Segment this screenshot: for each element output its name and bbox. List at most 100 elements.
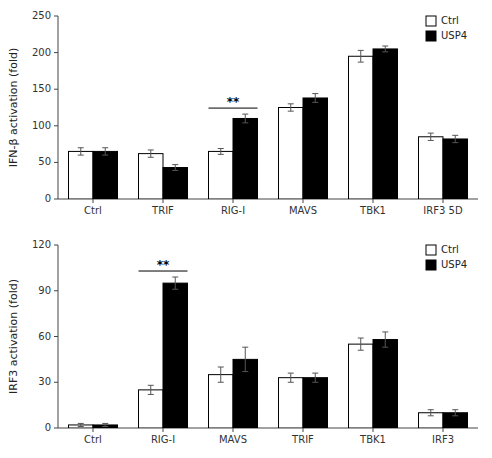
error-cap [358,350,364,351]
error-line [360,338,361,350]
y-tick [54,290,58,291]
x-tick-label: RIG-I [151,434,175,445]
error-bar [358,338,364,350]
y-tick [54,52,58,53]
error-line [175,165,176,171]
error-bar [288,104,294,111]
error-cap [148,157,154,158]
error-cap [102,155,108,156]
error-cap [242,371,248,372]
error-cap [428,140,434,141]
error-cap [358,338,364,339]
error-bar [288,373,294,382]
bar [443,139,468,199]
error-cap [218,148,224,149]
error-bar [102,423,108,426]
error-line [455,135,456,142]
y-tick [54,336,58,337]
error-line [245,347,246,371]
marks [69,277,468,428]
bar [419,137,444,199]
x-tick-label: MAVS [219,434,247,445]
y-tick [54,125,58,126]
bar [373,340,398,428]
error-cap [218,367,224,368]
x-tick [163,199,164,203]
error-line [290,373,291,382]
error-bar [312,373,318,382]
error-cap [312,102,318,103]
error-line [220,148,221,154]
error-cap [102,147,108,148]
y-axis-label: IRF3 activation (fold) [7,279,20,394]
x-tick-label: TBK1 [359,434,386,445]
error-line [315,94,316,103]
y-tick-label: 120 [32,239,51,250]
error-cap [102,423,108,424]
bar [349,344,374,428]
error-cap [172,170,178,171]
marks [69,46,468,199]
bar [139,390,164,428]
y-tick [54,162,58,163]
error-cap [452,415,458,416]
error-line [220,367,221,382]
error-cap [242,122,248,123]
y-axis [58,16,59,199]
error-cap [288,111,294,112]
error-bar [428,133,434,140]
y-tick [54,16,58,17]
error-cap [148,385,154,386]
error-cap [382,51,388,52]
error-bar [172,165,178,171]
error-cap [358,62,364,63]
error-cap [428,415,434,416]
bar [69,151,94,199]
error-line [105,148,106,155]
legend-swatch [426,16,436,26]
bar-chart: 050100150200250IFN-β activation (fold)Ct… [7,10,478,216]
error-bar [452,135,458,142]
error-cap [102,426,108,427]
y-axis-label: IFN-β activation (fold) [7,48,20,168]
x-tick-label: Ctrl [84,434,102,445]
bar [373,49,398,199]
error-cap [242,114,248,115]
x-tick [93,428,94,432]
bar [279,108,304,200]
y-tick-label: 60 [38,331,51,342]
error-line [175,277,176,289]
error-cap [428,409,434,410]
error-cap [312,373,318,374]
x-tick-label: Ctrl [84,205,102,216]
error-cap [148,394,154,395]
x-tick [373,199,374,203]
error-line [150,150,151,157]
x-tick [233,428,234,432]
bar [303,98,328,199]
y-tick-label: 30 [38,376,51,387]
x-tick [303,428,304,432]
error-cap [382,331,388,332]
legend-label: Ctrl [441,15,459,26]
bar [303,378,328,428]
error-bar [312,94,318,103]
legend-swatch [426,31,436,41]
legend-label: USP4 [441,259,467,270]
bar [209,151,234,199]
error-bar [102,148,108,155]
x-tick-label: IRF3 5D [423,205,463,216]
error-line [385,332,386,347]
legend-label: USP4 [441,30,467,41]
error-cap [452,142,458,143]
x-tick [373,428,374,432]
error-cap [78,423,84,424]
bar [209,375,234,428]
y-tick-label: 90 [38,285,51,296]
y-tick [54,89,58,90]
error-line [455,410,456,416]
error-line [245,114,246,123]
error-cap [218,382,224,383]
figure: 050100150200250IFN-β activation (fold)Ct… [0,0,492,458]
bar [139,154,164,199]
